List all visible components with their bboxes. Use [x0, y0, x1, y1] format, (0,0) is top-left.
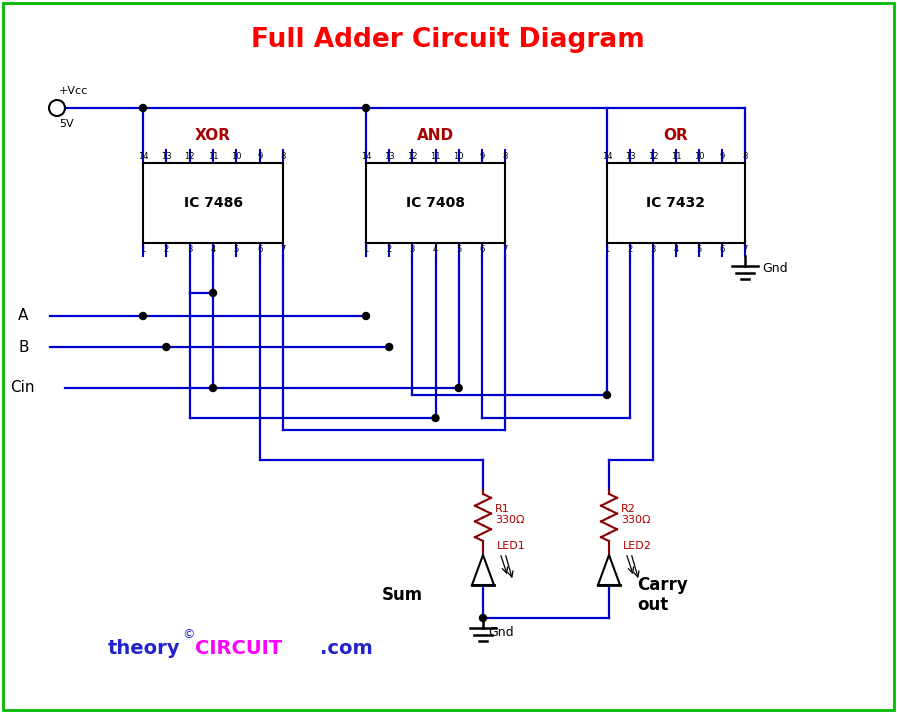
Text: A: A [18, 309, 29, 324]
Text: 5V: 5V [59, 119, 74, 129]
Text: 13: 13 [624, 152, 635, 161]
Circle shape [480, 615, 486, 622]
Text: theory: theory [108, 640, 180, 659]
Text: LED1: LED1 [497, 541, 526, 551]
Text: 14: 14 [602, 152, 613, 161]
Circle shape [140, 105, 146, 111]
Text: 6: 6 [719, 245, 725, 254]
Text: 1: 1 [363, 245, 369, 254]
Text: 8: 8 [502, 152, 508, 161]
Circle shape [210, 384, 216, 391]
Text: 4: 4 [433, 245, 438, 254]
Text: 14: 14 [361, 152, 371, 161]
Text: R2
330Ω: R2 330Ω [621, 503, 650, 525]
Circle shape [362, 105, 370, 111]
Text: 3: 3 [187, 245, 192, 254]
Text: 4: 4 [211, 245, 215, 254]
Text: Gnd: Gnd [488, 627, 514, 640]
Text: 12: 12 [648, 152, 658, 161]
Text: Sum: Sum [382, 586, 423, 604]
Text: 11: 11 [208, 152, 218, 161]
Text: 6: 6 [257, 245, 262, 254]
Circle shape [455, 384, 462, 391]
Circle shape [604, 391, 611, 399]
Text: 8: 8 [743, 152, 748, 161]
Text: 14: 14 [138, 152, 148, 161]
Circle shape [140, 312, 146, 319]
Text: 11: 11 [431, 152, 440, 161]
Text: Gnd: Gnd [762, 262, 788, 275]
Text: IC 7408: IC 7408 [406, 196, 465, 210]
Text: Full Adder Circuit Diagram: Full Adder Circuit Diagram [251, 27, 645, 53]
Text: 9: 9 [257, 152, 262, 161]
Text: 7: 7 [502, 245, 508, 254]
Text: 13: 13 [384, 152, 395, 161]
Text: XOR: XOR [195, 128, 231, 143]
Text: 9: 9 [479, 152, 484, 161]
Circle shape [210, 289, 216, 297]
Text: IC 7486: IC 7486 [184, 196, 242, 210]
Text: B: B [18, 339, 29, 354]
Circle shape [362, 312, 370, 319]
Bar [607, 163, 745, 243]
Bar [143, 163, 283, 243]
Text: OR: OR [664, 128, 688, 143]
Text: 1: 1 [605, 245, 610, 254]
Text: 10: 10 [231, 152, 241, 161]
Text: 11: 11 [671, 152, 681, 161]
Text: 7: 7 [743, 245, 748, 254]
Text: 3: 3 [650, 245, 656, 254]
Circle shape [386, 344, 393, 351]
Text: 5: 5 [234, 245, 239, 254]
Text: ©: © [182, 628, 195, 642]
Text: 1: 1 [140, 245, 145, 254]
Text: 8: 8 [280, 152, 285, 161]
Text: AND: AND [417, 128, 454, 143]
Text: 12: 12 [407, 152, 418, 161]
Text: 7: 7 [280, 245, 285, 254]
Circle shape [163, 344, 170, 351]
Text: 13: 13 [161, 152, 171, 161]
Text: .com: .com [320, 640, 373, 659]
Text: Carry
out: Carry out [637, 575, 688, 615]
Text: 5: 5 [456, 245, 461, 254]
Text: 3: 3 [410, 245, 415, 254]
Text: LED2: LED2 [623, 541, 652, 551]
Text: 9: 9 [719, 152, 725, 161]
Text: 12: 12 [185, 152, 195, 161]
Circle shape [432, 414, 439, 421]
Text: 2: 2 [387, 245, 392, 254]
Text: R1
330Ω: R1 330Ω [495, 503, 525, 525]
Text: 2: 2 [627, 245, 632, 254]
Text: CIRCUIT: CIRCUIT [195, 640, 283, 659]
Text: 10: 10 [453, 152, 464, 161]
Text: Cin: Cin [10, 381, 34, 396]
Text: 10: 10 [693, 152, 704, 161]
Text: 2: 2 [164, 245, 169, 254]
Text: IC 7432: IC 7432 [647, 196, 706, 210]
Text: 5: 5 [696, 245, 701, 254]
Text: 4: 4 [674, 245, 679, 254]
Bar [366, 163, 505, 243]
Text: 6: 6 [479, 245, 484, 254]
Text: +Vcc: +Vcc [59, 86, 88, 96]
